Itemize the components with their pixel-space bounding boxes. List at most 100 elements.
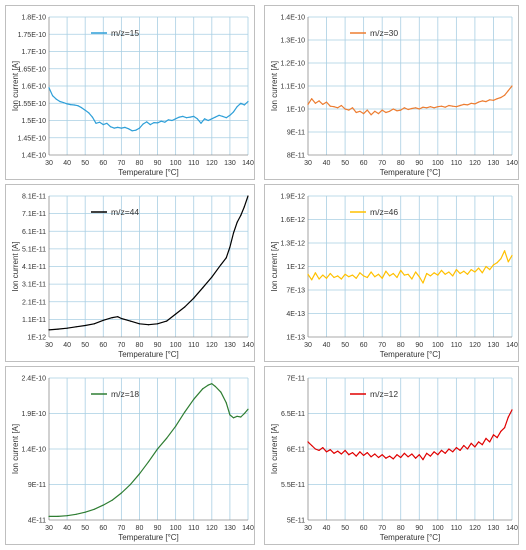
x-tick-label: 40	[63, 342, 71, 349]
data-point	[220, 264, 222, 266]
x-tick-label: 70	[117, 525, 125, 532]
y-tick-label: 9E-11	[28, 482, 46, 489]
data-point	[102, 124, 104, 126]
data-point	[433, 451, 435, 453]
data-point	[202, 388, 204, 390]
x-tick-label: 130	[488, 342, 500, 349]
x-tick-label: 120	[206, 525, 218, 532]
data-point	[426, 452, 428, 454]
data-point	[411, 107, 413, 110]
data-point	[307, 441, 309, 443]
x-tick-label: 90	[415, 525, 423, 532]
data-point	[124, 126, 126, 128]
data-point	[474, 446, 476, 448]
data-point	[500, 258, 502, 260]
data-point	[129, 483, 131, 486]
x-tick-label: 30	[304, 160, 312, 167]
x-tick-label: 140	[242, 525, 254, 532]
data-point	[463, 103, 465, 105]
data-point	[496, 437, 498, 439]
data-point	[407, 108, 409, 111]
data-point	[102, 504, 104, 506]
data-point	[418, 454, 420, 456]
data-point	[437, 454, 439, 456]
data-point	[452, 451, 454, 453]
data-point	[95, 122, 97, 124]
data-point	[351, 107, 354, 109]
x-tick-label: 90	[154, 525, 162, 532]
data-point	[363, 454, 365, 456]
data-point	[429, 106, 431, 108]
data-point	[156, 448, 159, 450]
data-point	[511, 254, 513, 257]
y-tick-label: 8E-11	[287, 153, 305, 160]
x-axis-label: Temperature [°C]	[380, 350, 441, 359]
data-point	[426, 107, 428, 109]
data-point	[403, 452, 405, 454]
data-point	[433, 107, 435, 109]
x-tick-label: 50	[81, 525, 89, 532]
data-point	[470, 102, 472, 104]
data-point	[504, 250, 506, 252]
data-point	[426, 272, 428, 275]
data-point	[452, 105, 454, 107]
data-point	[184, 411, 186, 413]
data-point	[220, 391, 222, 393]
x-tick-label: 100	[432, 160, 444, 167]
data-point	[131, 130, 133, 132]
data-point	[243, 206, 245, 208]
x-tick-label: 70	[378, 525, 386, 532]
data-point	[232, 417, 235, 419]
y-tick-label: 2.1E-11	[22, 299, 46, 306]
x-tick-label: 120	[206, 160, 218, 167]
x-tick-label: 140	[506, 525, 518, 532]
x-tick-label: 90	[415, 160, 423, 167]
data-point	[318, 100, 320, 102]
y-tick-label: 5E-11	[287, 518, 305, 525]
x-tick-label: 30	[304, 525, 312, 532]
y-tick-label: 6.1E-11	[22, 229, 46, 236]
data-point	[392, 272, 394, 275]
data-point	[66, 103, 68, 105]
data-point	[389, 455, 391, 457]
data-point	[225, 257, 227, 259]
x-tick-label: 130	[224, 160, 236, 167]
legend-label: m/z=30	[370, 28, 398, 38]
data-point	[52, 95, 54, 97]
data-point	[500, 430, 502, 432]
data-point	[370, 114, 372, 116]
data-point	[489, 269, 491, 271]
data-point	[348, 276, 350, 278]
data-point	[138, 323, 141, 325]
data-point	[496, 98, 498, 100]
y-tick-label: 5.1E-11	[22, 246, 46, 253]
data-point	[129, 320, 131, 322]
data-point	[507, 416, 509, 418]
data-point	[374, 110, 376, 112]
data-point	[385, 270, 387, 272]
y-tick-label: 1.1E-11	[22, 317, 46, 324]
data-point	[240, 416, 242, 418]
x-tick-label: 110	[451, 342, 462, 349]
data-point	[344, 449, 346, 451]
y-tick-label: 1.9E-12	[280, 194, 305, 201]
y-tick-label: 1.2E-10	[280, 61, 305, 68]
x-tick-label: 100	[432, 342, 444, 349]
x-tick-label: 80	[136, 160, 144, 167]
x-tick-label: 130	[488, 525, 500, 532]
data-point	[370, 456, 372, 458]
y-tick-label: 1.8E-10	[21, 15, 46, 22]
data-point	[355, 455, 357, 457]
x-tick-label: 40	[63, 525, 71, 532]
data-point	[240, 102, 242, 104]
data-point	[70, 104, 72, 106]
data-point	[240, 214, 242, 216]
data-point	[411, 278, 413, 280]
data-point	[111, 317, 113, 319]
data-point	[351, 274, 354, 276]
y-axis-label: Ion current [A]	[270, 61, 279, 111]
data-point	[337, 275, 339, 277]
y-tick-label: 6.5E-11	[281, 411, 305, 418]
data-point	[322, 274, 324, 276]
data-point	[164, 121, 166, 123]
